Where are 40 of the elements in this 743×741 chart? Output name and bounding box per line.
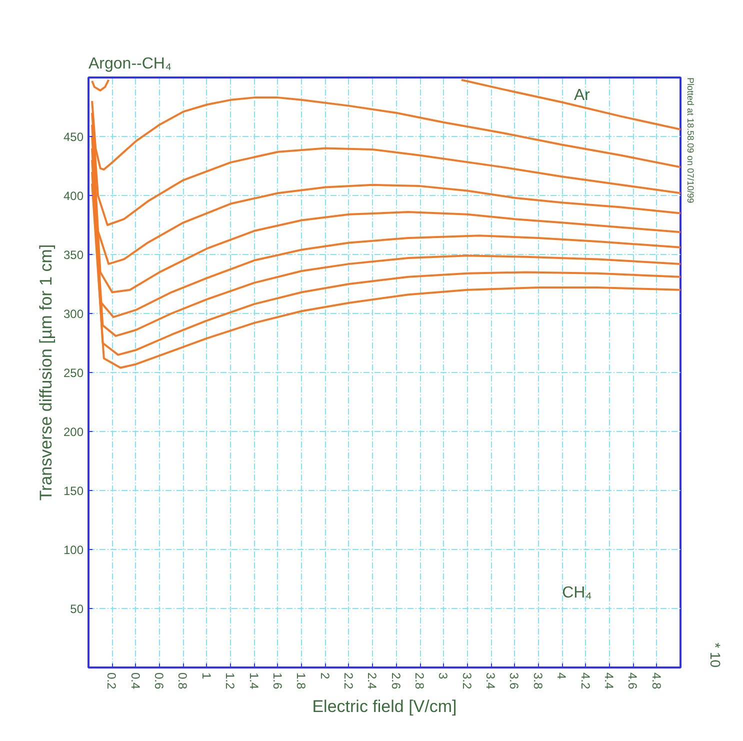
text: * 10 [708,642,724,668]
x-tick-label: 2.8 [412,672,427,690]
x-tick-label: 2.6 [388,672,403,690]
y-tick-label: 50 [70,602,84,616]
annotation: Ar [574,87,591,104]
x-tick-label: 1 [199,672,214,680]
chart-title: Argon--CH₄ [88,56,172,72]
x-tick-label: 4.8 [649,672,664,690]
y-axis-title: Transverse diffusion [µm for 1 cm] [36,244,56,501]
x-tick-label: 0.2 [104,672,119,690]
y-tick-label: 150 [63,484,84,498]
x-tick-label: 1.4 [246,672,261,690]
x-axis-title: Electric field [V/cm] [312,697,457,716]
y-tick-label: 100 [63,543,84,557]
x-tick-label: 4.6 [626,672,640,690]
x-tick-label: 3.6 [507,672,522,690]
x-tick-label: 0.8 [176,672,190,690]
x-tick-label: 3.4 [484,672,498,690]
x-tick-label: 0.4 [128,672,142,690]
text: Plotted at 18.58.09 on 07/10/99 [686,78,696,204]
x-tick-label: 1.2 [223,672,238,690]
x-tick-label: 3.2 [460,672,474,690]
y-tick-label: 300 [63,307,84,321]
x-tick-label: 1.8 [294,672,308,690]
x-tick-label: 2.2 [341,672,356,690]
y-tick-label: 200 [63,425,84,439]
annotation: CH₄ [562,584,592,602]
y-tick-label: 350 [63,248,84,262]
x-tick-label: 3.8 [530,672,545,690]
x-tick-label: 4 [554,672,569,680]
x-tick-label: 1.6 [270,672,284,690]
x-tick-label: 4.2 [578,672,592,690]
x-tick-label: 0.6 [152,672,166,690]
x-tick-label: 4.4 [602,672,616,690]
y-tick-label: 450 [63,130,84,144]
x-tick-label: 3 [436,672,450,680]
x-tick-label: 2.4 [365,672,380,690]
y-tick-label: 400 [63,189,84,203]
y-tick-label: 250 [63,366,84,380]
x-tick-label: 2 [318,672,332,680]
